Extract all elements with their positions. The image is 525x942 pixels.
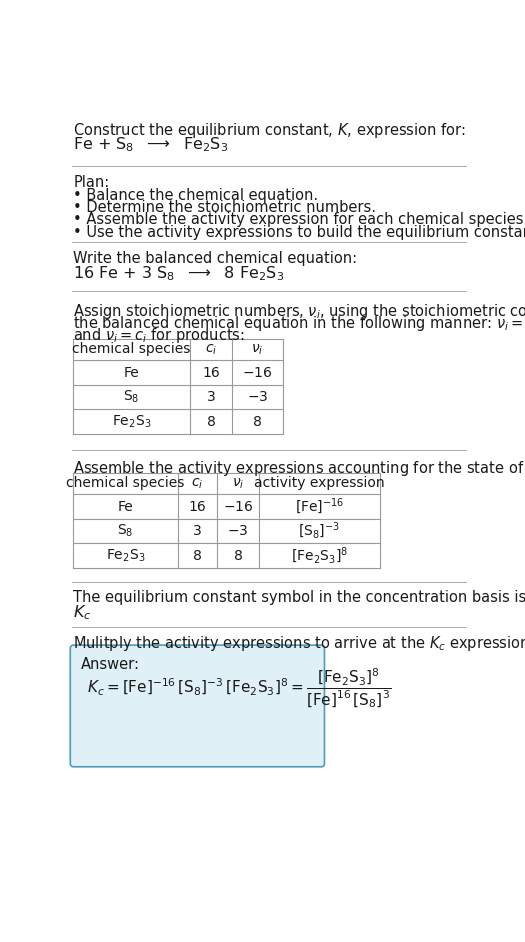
- Text: $K_c$: $K_c$: [74, 604, 92, 623]
- Text: $\nu_i$: $\nu_i$: [251, 342, 264, 357]
- Text: 8: 8: [253, 414, 262, 429]
- Text: Fe + S$_8$  $\longrightarrow$  Fe$_2$S$_3$: Fe + S$_8$ $\longrightarrow$ Fe$_2$S$_3$: [74, 136, 228, 154]
- Text: Fe: Fe: [118, 499, 133, 513]
- Text: chemical species: chemical species: [67, 477, 185, 491]
- Text: 3: 3: [193, 524, 202, 538]
- Text: • Determine the stoichiometric numbers.: • Determine the stoichiometric numbers.: [74, 200, 376, 215]
- Text: $[\mathrm{Fe}]^{-16}$: $[\mathrm{Fe}]^{-16}$: [295, 496, 344, 516]
- Text: Fe: Fe: [123, 365, 139, 380]
- Bar: [74, 473, 380, 568]
- Text: $[\mathrm{S}_8]^{-3}$: $[\mathrm{S}_8]^{-3}$: [298, 521, 340, 542]
- Text: $K_c = [\mathrm{Fe}]^{-16}\,[\mathrm{S_8}]^{-3}\,[\mathrm{Fe_2S_3}]^{8} = \dfrac: $K_c = [\mathrm{Fe}]^{-16}\,[\mathrm{S_8…: [87, 666, 392, 710]
- Text: Construct the equilibrium constant, $K$, expression for:: Construct the equilibrium constant, $K$,…: [74, 121, 466, 139]
- Text: Assign stoichiometric numbers, $\nu_i$, using the stoichiometric coefficients, $: Assign stoichiometric numbers, $\nu_i$, …: [74, 301, 525, 320]
- Text: $c_i$: $c_i$: [205, 342, 217, 357]
- Text: $c_i$: $c_i$: [191, 477, 204, 491]
- Text: $-16$: $-16$: [223, 499, 253, 513]
- Text: Plan:: Plan:: [74, 175, 110, 190]
- Text: chemical species: chemical species: [72, 343, 191, 356]
- Text: $[\mathrm{Fe_2S_3}]^{8}$: $[\mathrm{Fe_2S_3}]^{8}$: [291, 545, 348, 566]
- Text: 16 Fe + 3 S$_8$  $\longrightarrow$  8 Fe$_2$S$_3$: 16 Fe + 3 S$_8$ $\longrightarrow$ 8 Fe$_…: [74, 265, 285, 284]
- Text: • Assemble the activity expression for each chemical species.: • Assemble the activity expression for e…: [74, 212, 525, 227]
- Text: $\nu_i$: $\nu_i$: [232, 477, 244, 491]
- Text: 8: 8: [234, 549, 243, 562]
- Text: 16: 16: [202, 365, 220, 380]
- Text: S$_8$: S$_8$: [123, 389, 140, 405]
- Text: and $\nu_i = c_i$ for products:: and $\nu_i = c_i$ for products:: [74, 326, 245, 346]
- Text: Fe$_2$S$_3$: Fe$_2$S$_3$: [112, 414, 151, 430]
- Text: 8: 8: [206, 414, 215, 429]
- Text: $-3$: $-3$: [247, 390, 268, 404]
- Text: 3: 3: [206, 390, 215, 404]
- Text: Mulitply the activity expressions to arrive at the $K_c$ expression:: Mulitply the activity expressions to arr…: [74, 634, 525, 654]
- Text: activity expression: activity expression: [254, 477, 385, 491]
- Text: Assemble the activity expressions accounting for the state of matter and $\nu_i$: Assemble the activity expressions accoun…: [74, 459, 525, 478]
- Text: $-16$: $-16$: [242, 365, 272, 380]
- Text: Write the balanced chemical equation:: Write the balanced chemical equation:: [74, 251, 358, 266]
- Text: 8: 8: [193, 549, 202, 562]
- Text: The equilibrium constant symbol in the concentration basis is:: The equilibrium constant symbol in the c…: [74, 590, 525, 605]
- Text: Fe$_2$S$_3$: Fe$_2$S$_3$: [106, 547, 145, 564]
- Text: the balanced chemical equation in the following manner: $\nu_i = -c_i$ for react: the balanced chemical equation in the fo…: [74, 314, 525, 333]
- Text: $-3$: $-3$: [227, 524, 249, 538]
- Text: Answer:: Answer:: [81, 658, 140, 673]
- Text: • Use the activity expressions to build the equilibrium constant expression.: • Use the activity expressions to build …: [74, 225, 525, 239]
- Bar: [74, 339, 282, 434]
- Text: • Balance the chemical equation.: • Balance the chemical equation.: [74, 187, 319, 203]
- Text: S$_8$: S$_8$: [118, 523, 134, 540]
- Text: 16: 16: [188, 499, 206, 513]
- FancyBboxPatch shape: [70, 645, 324, 767]
